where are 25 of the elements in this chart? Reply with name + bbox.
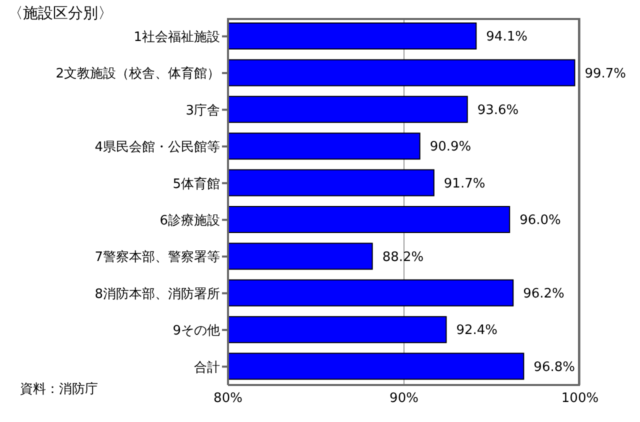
y-tick-label: 7警察本部、警察署等 <box>94 249 220 266</box>
text: 資料：消防庁 <box>20 381 98 398</box>
data-label: 92.4% <box>456 323 498 338</box>
text: 〈施設区分別〉 <box>8 4 113 23</box>
y-tick-label: 5体育館 <box>172 176 220 192</box>
y-tick-label: 合計 <box>194 360 220 376</box>
data-label: 96.8% <box>534 360 575 375</box>
y-tick-label: 6診療施設 <box>160 213 220 228</box>
data-label: 93.6% <box>477 103 519 118</box>
x-tick-label: 80% <box>214 391 242 406</box>
data-label: 88.2% <box>382 250 424 265</box>
y-tick-label: 3庁舎 <box>186 102 220 118</box>
data-label: 91.7% <box>444 176 486 192</box>
data-label: 94.1% <box>486 30 528 45</box>
y-tick-label: 2文教施設（校舎、体育館） <box>56 66 220 82</box>
data-label: 99.7% <box>584 66 626 82</box>
x-tick-label: 100% <box>561 391 599 406</box>
y-tick-label: 8消防本部、消防署所 <box>94 286 220 302</box>
data-label: 90.9% <box>430 140 472 155</box>
data-label: 96.0% <box>520 213 561 228</box>
y-tick-label: 1社会福祉施設 <box>134 30 220 45</box>
y-tick-label: 4県民会館・公民館等 <box>94 140 220 156</box>
data-label: 96.2% <box>523 286 564 302</box>
y-tick-label: 9その他 <box>172 324 220 339</box>
x-tick-label: 90% <box>390 391 418 406</box>
